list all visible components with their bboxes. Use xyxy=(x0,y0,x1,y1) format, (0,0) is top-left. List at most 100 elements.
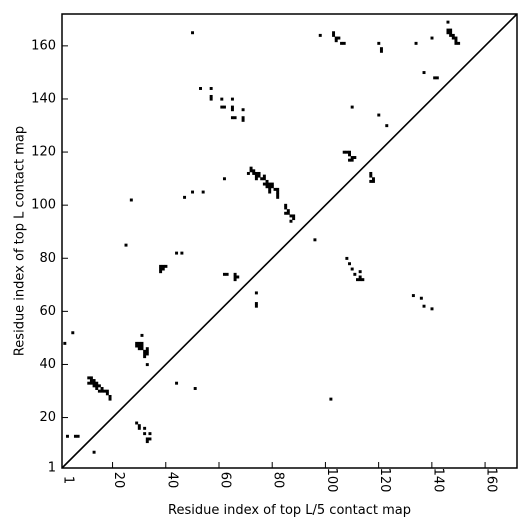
contact-point xyxy=(385,124,389,128)
contact-point xyxy=(284,206,288,210)
contact-point xyxy=(241,108,245,112)
contact-point xyxy=(230,105,234,109)
contact-point xyxy=(268,187,272,191)
contact-point xyxy=(350,105,354,109)
contact-point xyxy=(164,264,168,268)
y-tick-label: 160 xyxy=(31,38,56,53)
contact-point xyxy=(276,190,280,194)
contact-point xyxy=(356,278,359,282)
contact-point xyxy=(345,150,349,154)
contact-point xyxy=(148,432,152,436)
contact-point xyxy=(105,392,109,396)
contact-point xyxy=(379,47,383,51)
contact-point xyxy=(193,387,197,390)
contact-point xyxy=(340,41,344,45)
contact-point xyxy=(145,437,149,441)
contact-point xyxy=(454,36,458,40)
contact-point xyxy=(318,33,322,37)
contact-point xyxy=(337,36,341,40)
contact-point xyxy=(332,31,336,35)
contact-point xyxy=(350,158,354,162)
contact-point xyxy=(145,440,149,444)
contact-point xyxy=(451,33,455,37)
contact-point xyxy=(73,434,77,438)
contact-point xyxy=(191,31,195,35)
contact-point xyxy=(175,251,179,255)
y-tick-label: 140 xyxy=(31,91,56,106)
contact-point xyxy=(257,171,261,175)
contact-point xyxy=(100,389,104,393)
contact-point xyxy=(230,108,234,112)
contact-point xyxy=(159,270,163,274)
contact-point xyxy=(270,182,274,186)
contact-point xyxy=(329,397,333,401)
y-tick-label: 60 xyxy=(39,304,56,319)
contact-point xyxy=(140,347,144,351)
x-axis-label: Residue index of top L/5 contact map xyxy=(168,503,411,518)
contact-point xyxy=(449,28,453,32)
contact-point xyxy=(254,171,258,175)
contact-point xyxy=(246,171,250,175)
contact-point xyxy=(449,31,453,35)
contact-point xyxy=(265,185,269,189)
contact-point xyxy=(284,203,288,207)
contact-point xyxy=(222,105,226,109)
contact-point xyxy=(358,275,362,279)
contact-point xyxy=(140,341,144,345)
contact-point xyxy=(454,39,458,43)
contact-point xyxy=(358,278,362,282)
contact-point xyxy=(254,302,258,306)
contact-point xyxy=(350,267,354,271)
contact-point xyxy=(422,71,426,75)
contact-point xyxy=(371,177,375,181)
contact-point xyxy=(108,397,112,401)
contact-point xyxy=(252,171,256,175)
contact-point xyxy=(284,211,288,215)
contact-point xyxy=(97,384,101,388)
y-axis-label: Residue index of top L contact map xyxy=(13,126,28,356)
contact-point xyxy=(334,36,338,40)
contact-point xyxy=(180,251,184,255)
contact-point xyxy=(268,190,272,194)
contact-point xyxy=(233,272,237,276)
contact-point xyxy=(286,211,290,215)
contact-point xyxy=(286,209,290,213)
contact-point xyxy=(313,238,317,242)
contact-point xyxy=(348,150,351,154)
contact-point xyxy=(254,291,258,295)
contact-point xyxy=(358,270,362,274)
contact-point xyxy=(254,177,258,181)
contact-point xyxy=(92,381,96,385)
contact-point xyxy=(140,333,144,337)
contact-point xyxy=(92,379,96,383)
contact-point xyxy=(89,379,93,383)
x-tick-label: 80 xyxy=(271,472,286,489)
contact-point xyxy=(222,177,226,181)
contact-point xyxy=(76,434,80,438)
contact-point xyxy=(276,193,280,197)
y-tick-label: 80 xyxy=(39,251,56,266)
contact-point xyxy=(143,355,147,359)
contact-point xyxy=(377,113,381,117)
x-tick-label: 120 xyxy=(377,468,392,493)
contact-point xyxy=(422,304,426,308)
contact-point xyxy=(233,275,237,279)
y-tick-label: 120 xyxy=(31,145,56,160)
contact-point xyxy=(89,381,93,385)
contact-point xyxy=(334,39,338,43)
contact-point xyxy=(361,278,365,282)
contact-point xyxy=(222,272,226,276)
contact-point xyxy=(262,182,266,186)
contact-point xyxy=(353,272,357,276)
contact-point xyxy=(254,174,258,178)
contact-point xyxy=(348,158,351,162)
contact-point xyxy=(262,177,266,181)
x-tick-label: 40 xyxy=(164,472,179,489)
contact-point xyxy=(276,195,280,199)
y-tick-label: 40 xyxy=(39,357,56,372)
contact-point xyxy=(254,304,258,308)
contact-point xyxy=(430,36,434,40)
contact-point xyxy=(252,169,256,173)
contact-point xyxy=(265,179,269,183)
contact-point xyxy=(233,116,237,120)
